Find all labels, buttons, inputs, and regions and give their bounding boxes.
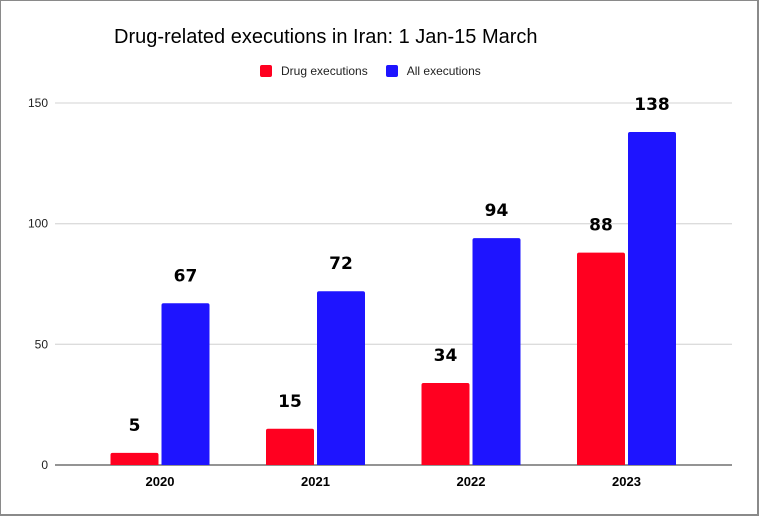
bar-all-executions-2022 [472, 238, 521, 465]
bar-all-executions-2023 [628, 131, 676, 465]
x-tick-label: 2022 [457, 474, 486, 489]
y-tick-label: 0 [41, 458, 48, 472]
chart-title: Drug-related executions in Iran: 1 Jan-1… [114, 26, 538, 48]
legend-label-drug-executions: Drug executions [281, 64, 368, 78]
legend-item-drug-executions[interactable]: Drug executions [260, 64, 368, 78]
y-tick-label: 100 [28, 217, 48, 231]
data-label: 88 [589, 216, 613, 236]
bar-all-executions-2020 [161, 303, 210, 465]
bar-drug-executions-2023 [577, 252, 625, 465]
data-label: 94 [485, 201, 509, 221]
bar-drug-executions-2022 [421, 382, 470, 465]
chart-legend: Drug executions All executions [260, 64, 499, 78]
y-axis-ticks: 0 50 100 150 [28, 96, 48, 472]
data-label: 72 [329, 254, 353, 274]
data-label: 34 [434, 346, 458, 366]
x-tick-label: 2023 [612, 474, 641, 489]
x-axis-labels: 2020 2021 2022 2023 [146, 474, 641, 489]
y-tick-label: 150 [28, 96, 48, 110]
data-label: 67 [174, 266, 198, 286]
data-label: 138 [634, 95, 670, 115]
legend-swatch-all-executions [385, 65, 398, 77]
legend-label-all-executions: All executions [406, 64, 481, 78]
bar-all-executions-2021 [317, 291, 365, 465]
data-label: 5 [129, 416, 141, 436]
bar-drug-executions-2021 [266, 428, 314, 465]
legend-item-all-executions[interactable]: All executions [385, 64, 481, 78]
data-label: 15 [278, 392, 302, 412]
x-tick-label: 2020 [146, 474, 175, 489]
x-tick-label: 2021 [301, 474, 330, 489]
bar-drug-executions-2020 [110, 452, 159, 465]
bars [110, 131, 676, 465]
legend-swatch-drug-executions [260, 65, 272, 77]
data-labels: 5 67 15 72 34 94 88 138 [129, 95, 670, 436]
y-tick-label: 50 [35, 337, 49, 351]
